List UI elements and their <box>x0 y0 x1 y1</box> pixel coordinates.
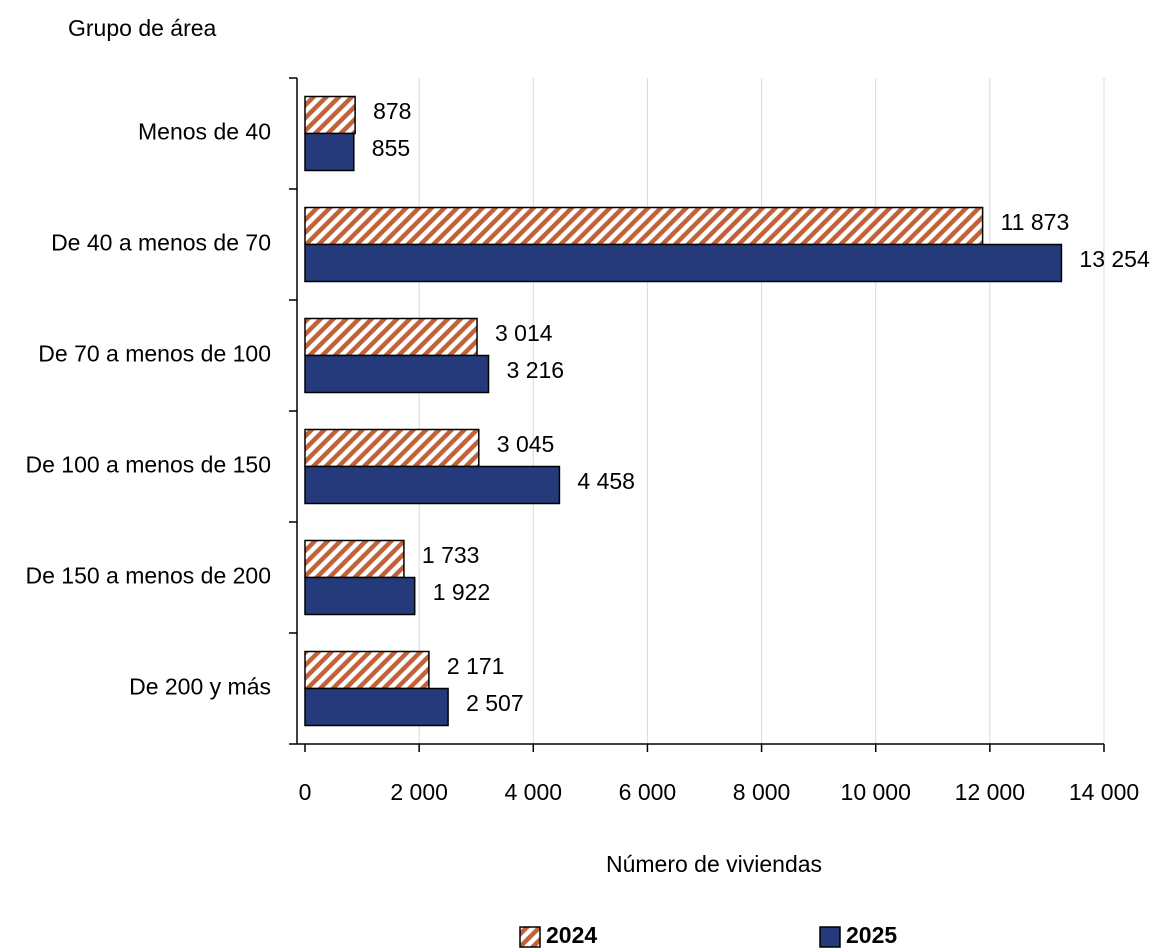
legend-label: 2025 <box>846 922 897 948</box>
bar <box>304 132 355 172</box>
value-label: 1 922 <box>433 579 491 605</box>
value-label: 4 458 <box>577 468 635 494</box>
x-tick-label: 6 000 <box>619 779 677 805</box>
value-label: 2 171 <box>447 653 505 679</box>
value-label: 2 507 <box>466 690 524 716</box>
bar <box>304 576 416 616</box>
bar <box>304 650 430 690</box>
x-tick-label: 2 000 <box>390 779 448 805</box>
y-tick-label: De 200 y más <box>129 674 271 700</box>
value-label: 3 216 <box>507 357 565 383</box>
bar <box>304 317 478 357</box>
bar <box>304 539 405 579</box>
value-label: 3 014 <box>495 320 553 346</box>
bar <box>304 95 356 135</box>
y-tick-label: De 150 a menos de 200 <box>25 563 271 589</box>
x-tick-label: 8 000 <box>733 779 791 805</box>
value-label: 11 873 <box>1001 209 1070 235</box>
value-label: 855 <box>372 135 410 161</box>
value-label: 878 <box>373 98 411 124</box>
y-tick-label: De 70 a menos de 100 <box>38 341 271 367</box>
x-tick-label: 12 000 <box>955 779 1025 805</box>
x-tick-label: 0 <box>299 779 312 805</box>
y-tick-label: De 40 a menos de 70 <box>51 230 271 256</box>
legend-swatch <box>519 926 541 948</box>
bar <box>304 354 490 394</box>
bar <box>304 206 984 246</box>
value-label: 1 733 <box>422 542 480 568</box>
bar <box>304 243 1063 283</box>
value-label: 3 045 <box>497 431 555 457</box>
legend-label: 2024 <box>546 922 597 948</box>
y-tick-label: Menos de 40 <box>138 119 271 145</box>
x-tick-label: 10 000 <box>841 779 911 805</box>
legend-swatch <box>819 926 841 948</box>
bar <box>304 465 561 505</box>
value-label: 13 254 <box>1079 246 1150 272</box>
x-axis-label: Número de viviendas <box>606 851 822 877</box>
y-tick-label: De 100 a menos de 150 <box>25 452 271 478</box>
bar <box>304 428 480 468</box>
chart-title: Grupo de área <box>68 15 217 41</box>
bar <box>304 687 449 727</box>
x-tick-label: 14 000 <box>1069 779 1139 805</box>
x-tick-label: 4 000 <box>505 779 563 805</box>
